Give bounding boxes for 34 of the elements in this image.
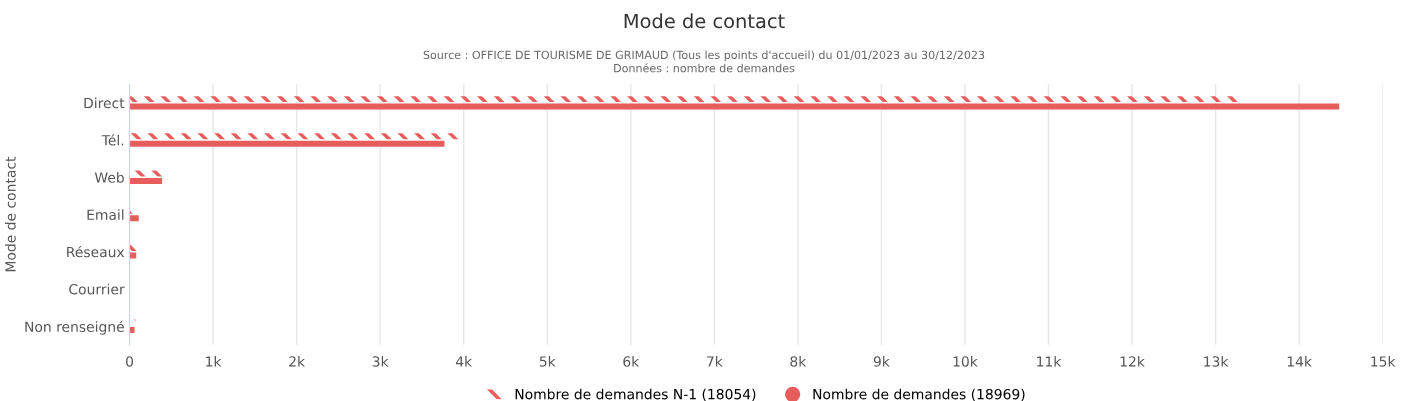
- x-tick-label: 14k: [1287, 355, 1312, 367]
- y-tick-label: Web: [94, 172, 124, 183]
- x-tick-label: 15k: [1371, 355, 1396, 367]
- x-tick-label: 4k: [455, 355, 473, 367]
- x-tick-label: 13k: [1204, 355, 1229, 367]
- legend-label: Nombre de demandes N-1 (18054): [515, 388, 756, 401]
- x-tick-label: 1k: [206, 355, 222, 367]
- bar: [129, 215, 139, 222]
- x-tick-label: 6k: [623, 355, 640, 367]
- x-tick-label: 0: [126, 356, 134, 367]
- x-tick-label: 5k: [539, 355, 556, 367]
- y-axis-title: Mode de contact: [5, 156, 16, 272]
- x-tick-label: 10k: [953, 355, 978, 367]
- x-tick-label: 11k: [1037, 355, 1062, 367]
- x-tick-label: 8k: [790, 355, 807, 367]
- y-tick-label: Réseaux: [67, 245, 125, 258]
- bar: [129, 103, 1340, 110]
- bar: [129, 133, 459, 140]
- bar: [129, 178, 163, 184]
- x-tick-label: 9k: [873, 355, 890, 367]
- chart-subtitle: Source : OFFICE DE TOURISME DE GRIMAUD (Tous les points d'accueil) du 01/01/2023 au 30/12/2023 Données : nombre de demandes: [423, 50, 985, 73]
- y-tick-label: Tél.: [101, 134, 124, 146]
- x-tick-label: 3k: [372, 355, 389, 367]
- bar: [129, 326, 135, 333]
- chart-title: Mode de contact: [624, 13, 785, 29]
- x-tick-label: 7k: [707, 355, 723, 367]
- x-tick-label: 12k: [1120, 355, 1145, 367]
- bar: [129, 140, 445, 147]
- legend-label: Nombre de demandes (18969): [813, 388, 1025, 401]
- x-tick-label: 2k: [289, 355, 306, 367]
- y-tick-label: Non renseigné: [25, 320, 124, 335]
- y-tick-label: Courrier: [69, 283, 125, 295]
- y-tick-label: Email: [87, 209, 124, 221]
- y-tick-label: Direct: [84, 97, 125, 109]
